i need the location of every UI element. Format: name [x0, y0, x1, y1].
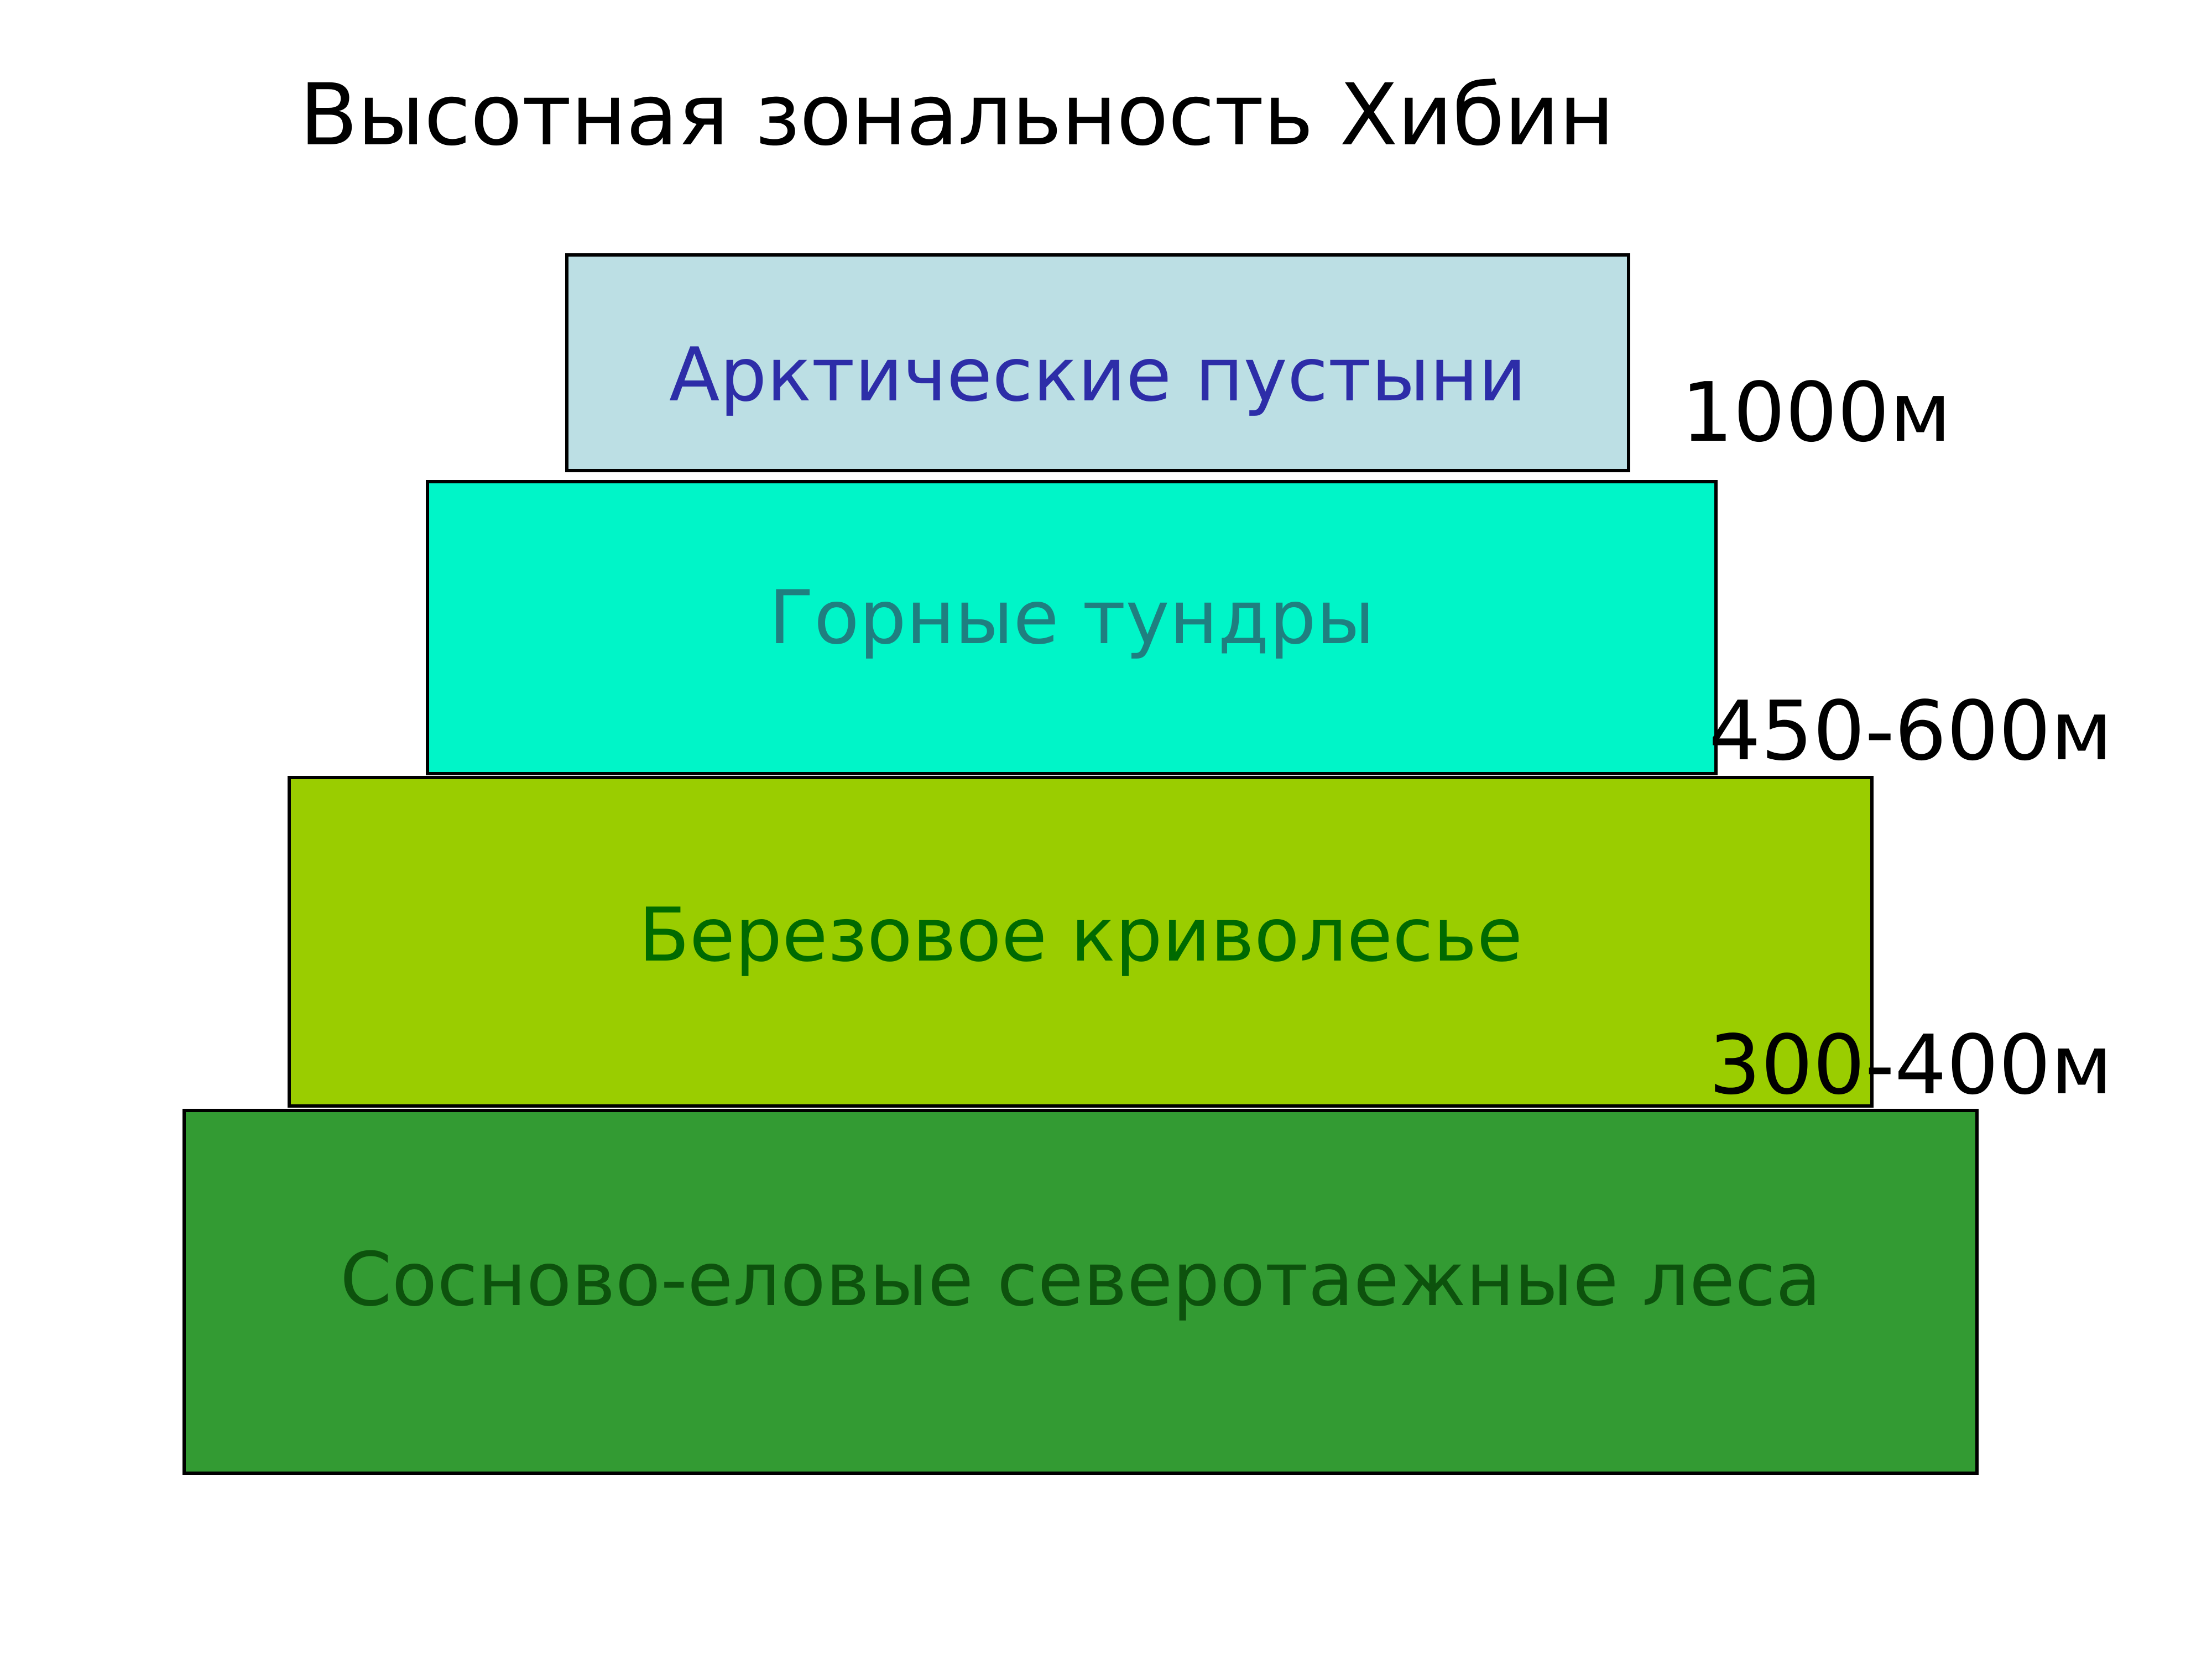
zone-band-arctic-deserts[interactable]: Арктические пустыни — [565, 253, 1630, 472]
zone-label-birch-crooked-forest: Березовое криволесье — [638, 892, 1523, 978]
zone-band-pine-spruce-taiga[interactable]: Сосново-еловые северотаежные леса — [182, 1109, 1979, 1475]
page-title: Высотная зональность Хибин — [299, 66, 1614, 165]
altitude-label-arctic-deserts: 1000м — [1681, 365, 1952, 460]
zone-band-birch-crooked-forest[interactable]: Березовое криволесье — [288, 776, 1874, 1108]
zone-label-arctic-deserts: Арктические пустыни — [669, 332, 1527, 418]
altitude-label-mountain-tundra: 450-600м — [1709, 684, 2113, 779]
altitude-label-birch-crooked-forest: 300-400м — [1709, 1018, 2113, 1113]
zone-label-pine-spruce-taiga: Сосново-еловые северотаежные леса — [340, 1237, 1822, 1323]
zone-label-mountain-tundra: Горные тундры — [769, 575, 1375, 661]
zone-band-mountain-tundra[interactable]: Горные тундры — [426, 480, 1718, 775]
